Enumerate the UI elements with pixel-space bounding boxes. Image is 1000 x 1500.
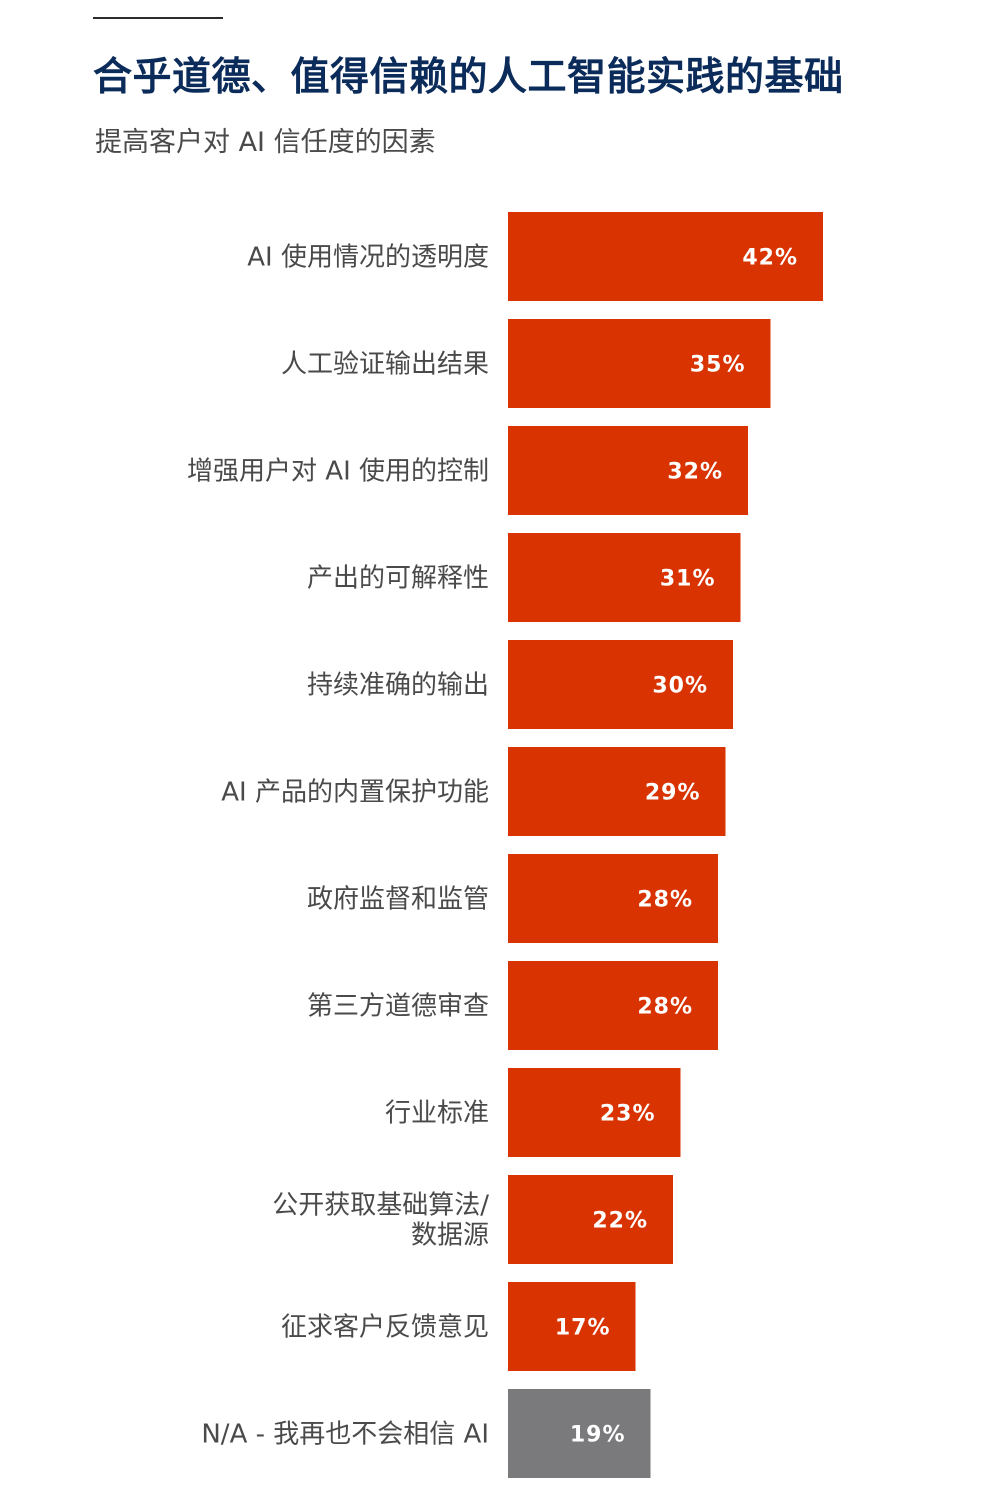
category-label-5: 持续准确的输出 xyxy=(307,671,489,701)
value-label-5: 30% xyxy=(652,674,708,699)
value-label-8: 28% xyxy=(637,995,693,1020)
page-subtitle: 提高客户对 AI 信任度的因素 xyxy=(95,127,436,158)
bar-7 xyxy=(508,854,718,943)
value-label-2: 35% xyxy=(690,353,746,378)
bar-12 xyxy=(508,1389,651,1478)
category-label-7: 政府监督和监管 xyxy=(307,885,489,915)
value-label-4: 31% xyxy=(660,567,716,592)
category-label-11: 征求客户反馈意见 xyxy=(281,1313,489,1343)
category-label-12: N/A - 我再也不会相信 AI xyxy=(201,1420,489,1450)
bar-9 xyxy=(508,1068,681,1157)
value-label-10: 22% xyxy=(592,1209,648,1234)
bar-10 xyxy=(508,1175,673,1264)
category-label-4: 产出的可解释性 xyxy=(307,564,489,594)
value-label-7: 28% xyxy=(637,888,693,913)
bar-3 xyxy=(508,426,748,515)
category-label-9: 行业标准 xyxy=(385,1099,489,1129)
bar-1 xyxy=(508,212,823,301)
category-label-8: 第三方道德审查 xyxy=(307,992,489,1022)
bar-11 xyxy=(508,1282,636,1371)
value-label-3: 32% xyxy=(667,460,723,485)
bar-2 xyxy=(508,319,771,408)
category-label-3: 增强用户对 AI 使用的控制 xyxy=(187,457,489,487)
category-label-6: AI 产品的内置保护功能 xyxy=(221,778,489,808)
category-label-1: AI 使用情况的透明度 xyxy=(247,243,489,273)
value-label-6: 29% xyxy=(645,781,701,806)
value-label-11: 17% xyxy=(555,1316,611,1341)
bar-4 xyxy=(508,533,741,622)
value-label-1: 42% xyxy=(742,246,798,271)
value-label-9: 23% xyxy=(600,1102,656,1127)
value-label-12: 19% xyxy=(570,1423,626,1448)
bar-6 xyxy=(508,747,726,836)
category-label-2: 人工验证输出结果 xyxy=(281,350,489,380)
top-rule xyxy=(93,17,223,19)
bar-8 xyxy=(508,961,718,1050)
category-label-10: 公开获取基础算法/数据源 xyxy=(272,1191,489,1251)
bar-5 xyxy=(508,640,733,729)
page-title: 合乎道德、值得信赖的人工智能实践的基础 xyxy=(93,55,844,100)
